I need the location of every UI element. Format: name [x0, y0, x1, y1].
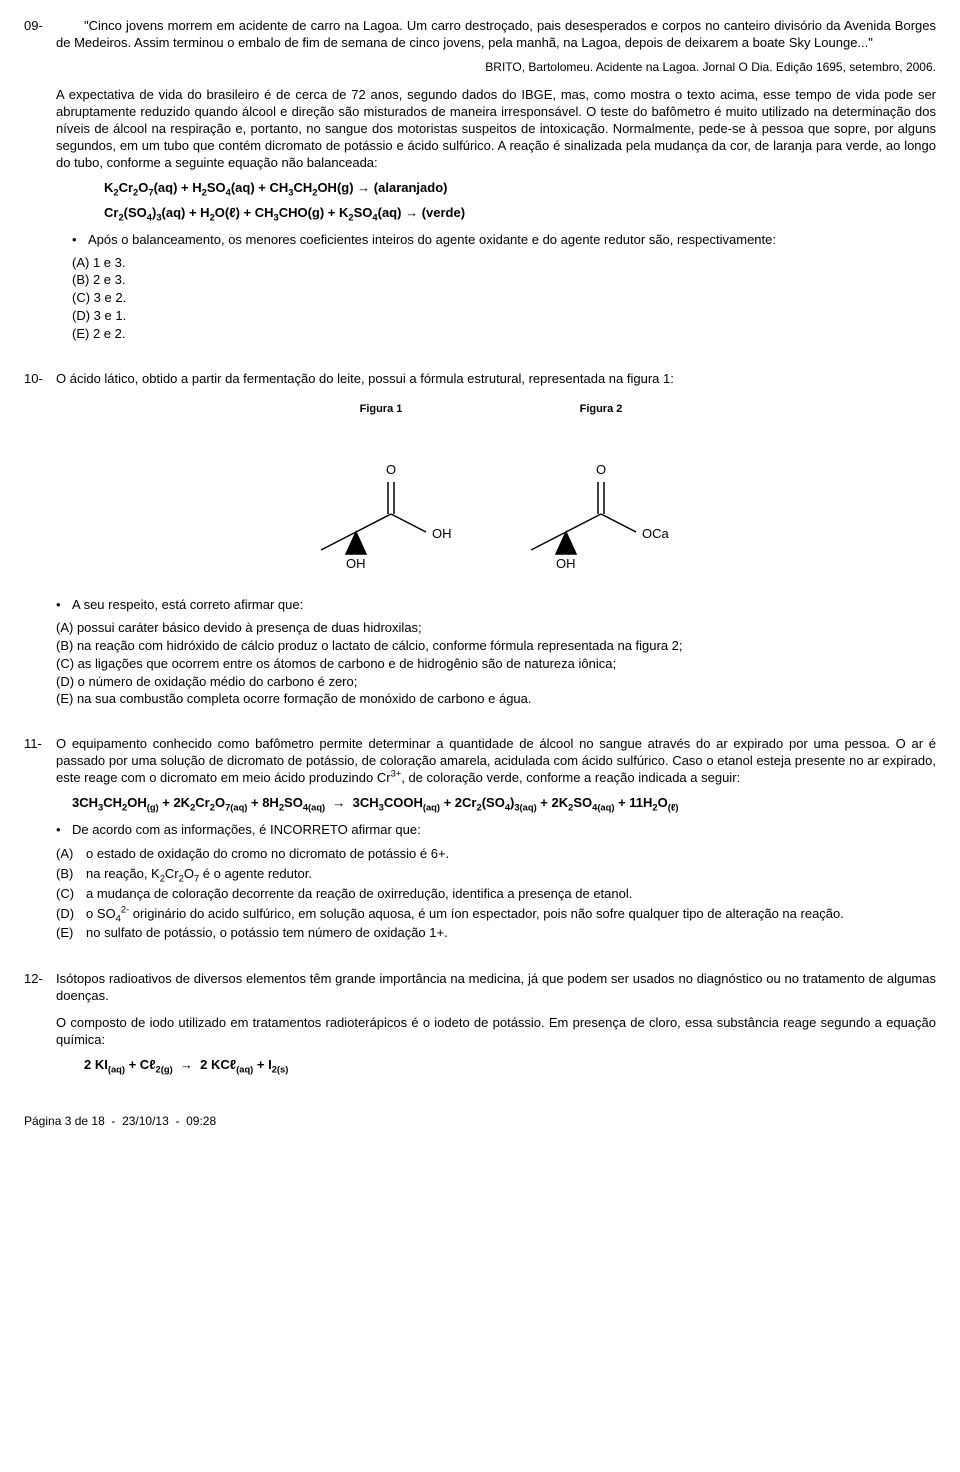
figures-row: Figura 1 O OH OH [56, 402, 936, 577]
eq-lhs: 3CH3CH2OH(g) + 2K2Cr2O7(aq) + 8H2SO4(aq) [72, 795, 325, 810]
options: (A) 1 e 3. (B) 2 e 3. (C) 3 e 2. (D) 3 e… [72, 255, 936, 343]
option-e-text: na sua combustão completa ocorre formaçã… [77, 691, 532, 706]
eq-lhs: 2 KI(aq) + Cℓ2(g) [84, 1057, 173, 1072]
arrow-icon: → [176, 1057, 200, 1072]
option-b: (B) na reação com hidróxido de cálcio pr… [56, 638, 936, 655]
option-c: (C)a mudança de coloração decorrente da … [56, 885, 936, 904]
option-d: (D)o SO42- originário do acido sulfúrico… [56, 905, 936, 924]
equation-2: Cr2(SO4)3(aq) + H2O(ℓ) + CH3CHO(g) + K2S… [104, 205, 936, 222]
option-b-text: na reação com hidróxido de cálcio produz… [77, 638, 683, 653]
arrow-icon: → [405, 205, 422, 220]
equation: 2 KI(aq) + Cℓ2(g) → 2 KCℓ(aq) + I2(s) [84, 1057, 936, 1074]
option-c-text: as ligações que ocorrem entre os átomos … [78, 656, 616, 671]
atom-label: OH [432, 526, 452, 541]
figure-2: Figura 2 O OCa OH [506, 402, 696, 577]
page-footer: Página 3 de 18 - 23/10/13 - 09:28 [24, 1114, 936, 1130]
option-a-text: possui caráter básico devido à presença … [77, 620, 422, 635]
option-b: (B)na reação, K2Cr2O7 é o agente redutor… [56, 865, 936, 884]
question-09: 09- "Cinco jovens morrem em acidente de … [24, 18, 936, 343]
option-c-text: a mudança de coloração decorrente da rea… [86, 886, 632, 903]
option-e: (E) na sua combustão completa ocorre for… [56, 691, 936, 708]
bullet-prompt: • A seu respeito, está correto afirmar q… [56, 597, 936, 614]
option-a-text: 1 e 3. [93, 255, 126, 270]
citation: BRITO, Bartolomeu. Acidente na Lagoa. Jo… [24, 60, 936, 76]
eq2-rhs: (verde) [422, 205, 465, 220]
paragraph: A expectativa de vida do brasileiro é de… [56, 87, 936, 171]
question-number: 10- [24, 371, 56, 388]
equation: 3CH3CH2OH(g) + 2K2Cr2O7(aq) + 8H2SO4(aq)… [72, 795, 936, 812]
question-number: 12- [24, 971, 56, 1005]
paragraph-2: O composto de iodo utilizado em tratamen… [56, 1015, 936, 1049]
bullet-prompt: • Após o balanceamento, os menores coefi… [72, 232, 936, 249]
option-b-text: na reação, K2Cr2O7 é o agente redutor. [86, 866, 312, 883]
option-a: (A) possui caráter básico devido à prese… [56, 620, 936, 637]
bullet-text: A seu respeito, está correto afirmar que… [72, 597, 303, 614]
question-12: 12- Isótopos radioativos de diversos ele… [24, 971, 936, 1073]
bullet-icon: • [56, 822, 72, 839]
eq-rhs: 2 KCℓ(aq) + I2(s) [200, 1057, 288, 1072]
figure-2-label: Figura 2 [506, 402, 696, 416]
eq1-lhs: K2Cr2O7(aq) + H2SO4(aq) + CH3CH2OH(g) [104, 180, 354, 195]
arrow-icon: → [357, 180, 374, 195]
option-c: (C) as ligações que ocorrem entre os áto… [56, 656, 936, 673]
option-e: (E)no sulfato de potássio, o potássio te… [56, 924, 936, 943]
arrow-icon: → [329, 795, 353, 810]
question-11: 11- O equipamento conhecido como bafômet… [24, 736, 936, 943]
quote-text: "Cinco jovens morrem em acidente de carr… [56, 18, 936, 52]
figure-1: Figura 1 O OH OH [296, 402, 466, 577]
option-e-text: no sulfato de potássio, o potássio tem n… [86, 925, 448, 942]
option-c-text: 3 e 2. [94, 290, 127, 305]
figure-2-svg: O OCa OH [506, 422, 696, 572]
options: (A)o estado de oxidação do cromo no dicr… [56, 845, 936, 943]
bullet-icon: • [56, 597, 72, 614]
option-c: (C) 3 e 2. [72, 290, 936, 307]
option-d: (D) 3 e 1. [72, 308, 936, 325]
bullet-icon: • [72, 232, 88, 249]
equation-1: K2Cr2O7(aq) + H2SO4(aq) + CH3CH2OH(g) → … [104, 180, 936, 197]
option-d-text: 3 e 1. [94, 308, 127, 323]
option-b-text: 2 e 3. [93, 272, 126, 287]
figure-1-label: Figura 1 [296, 402, 466, 416]
figure-1-svg: O OH OH [296, 422, 466, 572]
atom-label: OH [346, 556, 366, 571]
option-a-text: o estado de oxidação do cromo no dicroma… [86, 846, 449, 863]
option-a: (A) 1 e 3. [72, 255, 936, 272]
option-e: (E) 2 e 2. [72, 326, 936, 343]
bullet-text: De acordo com as informações, é INCORRET… [72, 822, 421, 839]
eq1-rhs: (alaranjado) [374, 180, 448, 195]
bullet-prompt: • De acordo com as informações, é INCORR… [56, 822, 936, 839]
option-e-text: 2 e 2. [93, 326, 126, 341]
options: (A) possui caráter básico devido à prese… [56, 620, 936, 708]
question-number: 11- [24, 736, 56, 787]
paragraph-text: O equipamento conhecido como bafômetro p… [56, 736, 936, 785]
atom-label: O [386, 462, 396, 477]
paragraph: O equipamento conhecido como bafômetro p… [56, 736, 936, 787]
bullet-text: Após o balanceamento, os menores coefici… [88, 232, 936, 249]
question-10: 10- O ácido lático, obtido a partir da f… [24, 371, 936, 708]
eq2-lhs: Cr2(SO4)3(aq) + H2O(ℓ) + CH3CHO(g) + K2S… [104, 205, 401, 220]
question-number: 09- [24, 18, 56, 52]
intro-text: O ácido lático, obtido a partir da ferme… [56, 371, 936, 388]
paragraph-1: Isótopos radioativos de diversos element… [56, 971, 936, 1005]
option-d: (D) o número de oxidação médio do carbon… [56, 674, 936, 691]
option-a: (A)o estado de oxidação do cromo no dicr… [56, 845, 936, 864]
option-d-text: o SO42- originário do acido sulfúrico, e… [86, 906, 936, 923]
atom-label: OH [556, 556, 576, 571]
atom-label: OCa [642, 526, 670, 541]
option-b: (B) 2 e 3. [72, 272, 936, 289]
option-d-text: o número de oxidação médio do carbono é … [78, 674, 358, 689]
atom-label: O [596, 462, 606, 477]
eq-rhs: 3CH3COOH(aq) + 2Cr2(SO4)3(aq) + 2K2SO4(a… [353, 795, 679, 810]
